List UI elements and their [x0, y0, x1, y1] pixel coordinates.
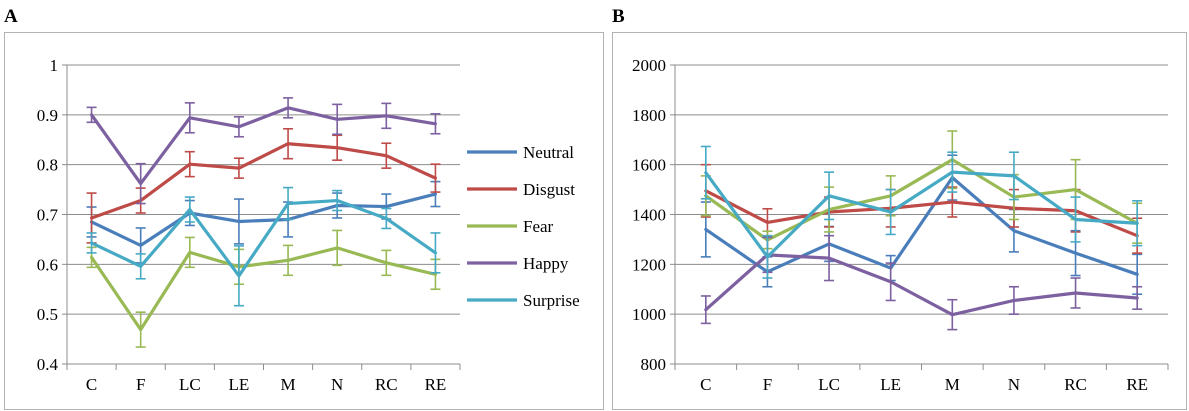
chart-panel-a: 0.4 0.5 0.6 0.7 0.8 0.9 1 C F LC LE M N RC RE Neutral Di…	[4, 32, 604, 410]
x-tick-label: RC	[1064, 375, 1087, 394]
series-line-happy	[704, 253, 1139, 317]
series-line-surprise	[89, 198, 438, 278]
x-tick-label: C	[700, 375, 711, 394]
x-tick-label: F	[136, 375, 145, 394]
y-tick-label: 1000	[632, 305, 666, 324]
series-line-fear	[89, 246, 438, 332]
y-tick-label: 0.5	[37, 305, 58, 324]
y-tick-label: 1800	[632, 106, 666, 125]
panel-label-a: A	[4, 6, 18, 27]
y-tick-label: 0.9	[37, 106, 58, 125]
legend-label-happy: Happy	[523, 254, 569, 273]
series-line-fear	[704, 158, 1139, 242]
y-tick-label: 2000	[632, 56, 666, 75]
x-tick-label: LC	[818, 375, 840, 394]
x-tick-label: RE	[1126, 375, 1148, 394]
y-tick-label: 0.6	[37, 255, 58, 274]
y-tick-label: 1400	[632, 206, 666, 225]
legend-label-disgust: Disgust	[523, 180, 575, 199]
x-tick-label: N	[1008, 375, 1020, 394]
y-tick-label: 1600	[632, 156, 666, 175]
x-tick-label: LE	[880, 375, 901, 394]
panel-label-b: B	[612, 6, 625, 27]
y-tick-label: 0.7	[37, 206, 59, 225]
line-chart-b: 800 1000 1200 1400 1600 1800 2000 C F LC LE M N RC RE	[632, 56, 1169, 394]
y-tick-label: 800	[641, 355, 667, 374]
series-line-happy	[89, 106, 438, 186]
series-line-neutral	[89, 192, 438, 247]
x-tick-label: M	[945, 375, 960, 394]
legend-label-fear: Fear	[523, 217, 554, 236]
y-tick-label: 1200	[632, 255, 666, 274]
chart-panel-b: 800 1000 1200 1400 1600 1800 2000 C F LC LE M N RC RE	[612, 32, 1187, 410]
x-tick-label: RC	[375, 375, 398, 394]
y-tick-label: 1	[50, 56, 59, 75]
series-line-neutral	[704, 176, 1139, 276]
x-tick-label: F	[763, 375, 772, 394]
x-tick-label: LC	[179, 375, 201, 394]
y-tick-label: 0.8	[37, 156, 58, 175]
series-line-disgust	[89, 142, 438, 220]
y-tick-label: 0.4	[37, 355, 59, 374]
x-tick-label: LE	[229, 375, 250, 394]
line-chart-a: 0.4 0.5 0.6 0.7 0.8 0.9 1 C F LC LE M N RC RE Neutral Di…	[37, 56, 580, 394]
series-line-surprise	[704, 170, 1139, 259]
x-tick-label: C	[86, 375, 97, 394]
legend-label-neutral: Neutral	[523, 143, 574, 162]
legend-label-surprise: Surprise	[523, 291, 580, 310]
x-tick-label: RE	[425, 375, 447, 394]
x-tick-label: M	[281, 375, 296, 394]
x-tick-label: N	[331, 375, 343, 394]
